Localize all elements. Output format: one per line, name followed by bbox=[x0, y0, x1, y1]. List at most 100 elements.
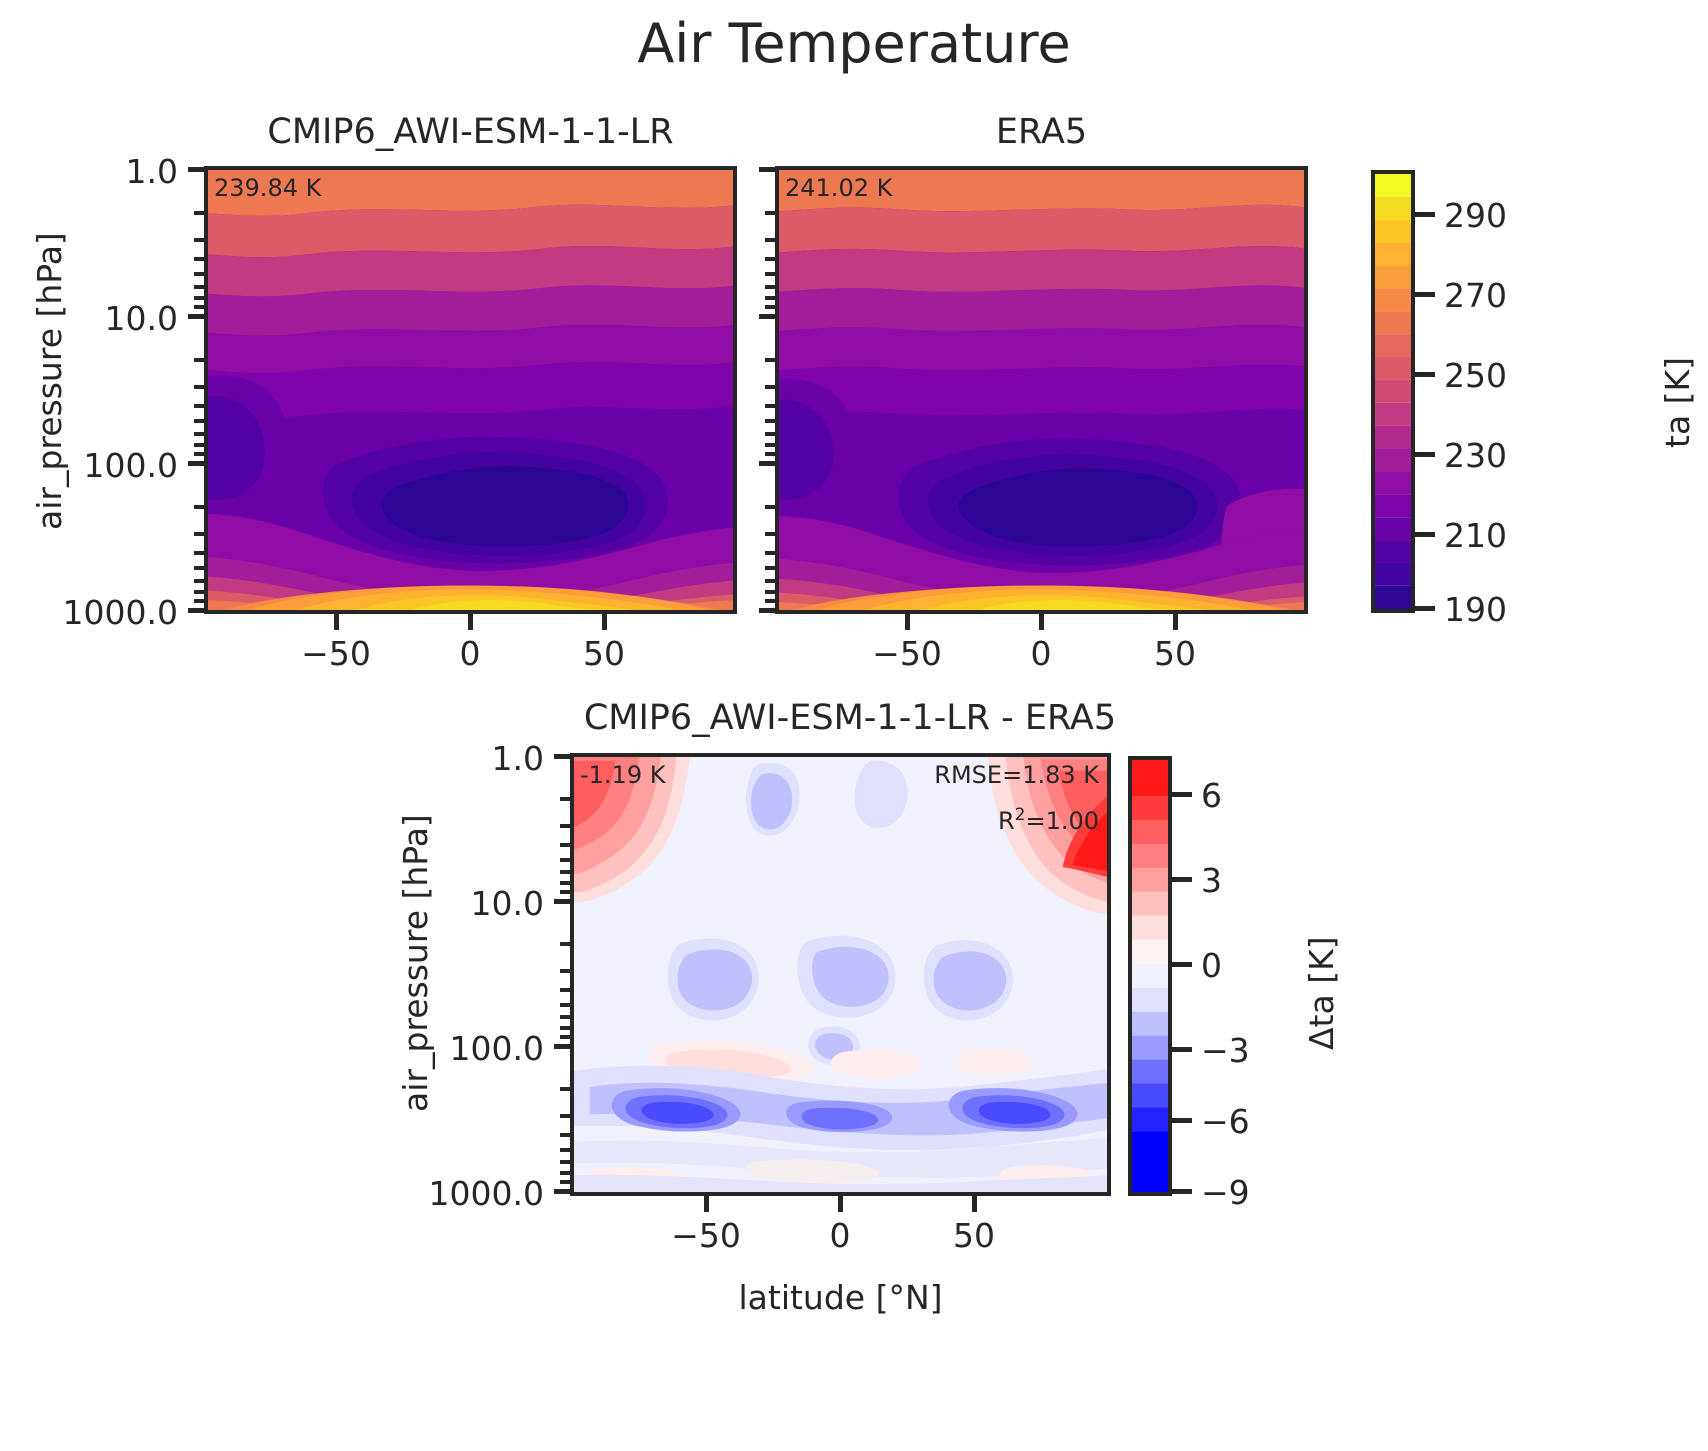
contour-field-reference bbox=[779, 170, 1304, 610]
cbar-main-label-3: 250 bbox=[1444, 356, 1507, 395]
ytick-minor-g2-c bbox=[194, 404, 206, 408]
ytick-b-minor-t bbox=[560, 1171, 572, 1175]
xtick-tl-3 bbox=[602, 614, 607, 630]
ytick-label-4: 1000.0 bbox=[62, 593, 178, 632]
contour-field-difference bbox=[574, 757, 1107, 1192]
colorbar-difference-axis-label: Δta [K] bbox=[1302, 936, 1341, 1050]
ytick-tr-minor-d bbox=[765, 272, 777, 276]
xtick-label-tr-2: 0 bbox=[1030, 634, 1052, 673]
ytick-minor-g1-f bbox=[194, 296, 206, 300]
ytick-minor-g2-a bbox=[194, 358, 206, 362]
ytick-b-minor-h bbox=[560, 942, 572, 946]
colorbar-difference[interactable] bbox=[1128, 756, 1172, 1196]
xtick-tl-2 bbox=[468, 614, 473, 630]
ytick-label-b-2: 10.0 bbox=[470, 884, 544, 923]
cbar-main-label-4: 230 bbox=[1444, 436, 1507, 475]
cbar-diff-label-3: 0 bbox=[1201, 946, 1222, 985]
yaxis-label-top: air_pressure [hPa] bbox=[30, 232, 69, 530]
plot-area-difference[interactable]: -1.19 K RMSE=1.83 K R2=1.00 bbox=[570, 753, 1111, 1196]
ytick-b-minor-p bbox=[560, 1114, 572, 1118]
ytick-minor-g1-d bbox=[194, 272, 206, 276]
plot-area-reference[interactable]: 241.02 K bbox=[775, 166, 1308, 614]
ytick-major-3 bbox=[188, 461, 206, 466]
ytick-b-minor-u bbox=[560, 1180, 572, 1184]
cbar-main-tick-2 bbox=[1415, 292, 1435, 297]
ytick-b-minor-q bbox=[560, 1133, 572, 1137]
ytick-b-major-1 bbox=[554, 754, 572, 759]
cbar-main-label-2: 270 bbox=[1444, 276, 1507, 315]
xtick-label-b-1: −50 bbox=[671, 1216, 741, 1255]
ytick-minor-g3-f bbox=[194, 590, 206, 594]
ytick-b-major-3 bbox=[554, 1044, 572, 1049]
ytick-b-major-2 bbox=[554, 899, 572, 904]
ytick-b-minor-d bbox=[560, 858, 572, 862]
ytick-minor-g3-a bbox=[194, 505, 206, 509]
ytick-tr-major-3 bbox=[759, 461, 777, 466]
ytick-minor-g3-e bbox=[194, 579, 206, 583]
ytick-tr-minor-m bbox=[765, 443, 777, 447]
ytick-b-minor-k bbox=[560, 1003, 572, 1007]
ytick-b-minor-s bbox=[560, 1160, 572, 1164]
ytick-b-minor-n bbox=[560, 1035, 572, 1039]
cbar-main-tick-5 bbox=[1415, 532, 1435, 537]
ytick-tr-minor-q bbox=[765, 551, 777, 555]
ytick-minor-g3-c bbox=[194, 551, 206, 555]
ytick-minor-g1-g bbox=[194, 305, 206, 309]
ytick-minor-g3-b bbox=[194, 532, 206, 536]
figure-suptitle: Air Temperature bbox=[637, 12, 1071, 75]
xtick-tr-1 bbox=[905, 614, 910, 630]
panel-title-difference: CMIP6_AWI-ESM-1-1-LR - ERA5 bbox=[583, 698, 1117, 738]
xtick-label-tr-1: −50 bbox=[872, 634, 942, 673]
ytick-tr-minor-n bbox=[765, 452, 777, 456]
cbar-main-label-1: 290 bbox=[1444, 196, 1507, 235]
colorbar-main-axis-label: ta [K] bbox=[1658, 356, 1697, 448]
cbar-main-tick-1 bbox=[1415, 212, 1435, 217]
cbar-diff-label-1: 6 bbox=[1201, 776, 1222, 815]
cbar-main-tick-6 bbox=[1415, 606, 1435, 611]
cbar-diff-tick-1 bbox=[1172, 792, 1192, 797]
panel-title-reference: ERA5 bbox=[995, 112, 1088, 152]
xtick-b-1 bbox=[704, 1196, 709, 1212]
ytick-minor-g2-d bbox=[194, 419, 206, 423]
xtick-b-2 bbox=[838, 1196, 843, 1212]
xtick-label-tr-3: 50 bbox=[1154, 634, 1196, 673]
ytick-major-2 bbox=[188, 314, 206, 319]
plot-area-model[interactable]: 239.84 K bbox=[204, 166, 737, 614]
ytick-tr-minor-a bbox=[765, 211, 777, 215]
ytick-tr-major-4 bbox=[759, 608, 777, 613]
cbar-diff-label-2: 3 bbox=[1201, 861, 1222, 900]
ytick-tr-minor-t bbox=[765, 590, 777, 594]
ytick-minor-g1-e bbox=[194, 285, 206, 289]
ytick-tr-minor-e bbox=[765, 285, 777, 289]
xtick-tl-1 bbox=[334, 614, 339, 630]
xtick-label-b-2: 0 bbox=[829, 1216, 851, 1255]
ytick-minor-g1-b bbox=[194, 238, 206, 242]
ytick-b-minor-c bbox=[560, 843, 572, 847]
colorbar-difference-gradient bbox=[1132, 760, 1168, 1192]
xtick-label-b-3: 50 bbox=[953, 1216, 995, 1255]
ytick-b-major-4 bbox=[554, 1189, 572, 1194]
xtick-tr-2 bbox=[1039, 614, 1044, 630]
xtick-tr-3 bbox=[1173, 614, 1178, 630]
ytick-label-3: 100.0 bbox=[83, 446, 178, 485]
ytick-b-minor-b bbox=[560, 824, 572, 828]
cbar-main-label-6: 190 bbox=[1444, 590, 1507, 629]
ytick-tr-minor-s bbox=[765, 579, 777, 583]
ytick-b-minor-m bbox=[560, 1026, 572, 1030]
xtick-b-3 bbox=[972, 1196, 977, 1212]
ytick-tr-minor-r bbox=[765, 566, 777, 570]
cbar-diff-tick-2 bbox=[1172, 877, 1192, 882]
ytick-minor-g2-f bbox=[194, 443, 206, 447]
cbar-main-label-5: 210 bbox=[1444, 516, 1507, 555]
cbar-diff-label-6: −9 bbox=[1201, 1173, 1250, 1212]
ytick-minor-g3-d bbox=[194, 566, 206, 570]
ytick-tr-minor-j bbox=[765, 404, 777, 408]
ytick-b-minor-i bbox=[560, 969, 572, 973]
xtick-label-tl-2: 0 bbox=[459, 634, 481, 673]
colorbar-main[interactable] bbox=[1371, 170, 1415, 613]
ytick-minor-g2-e bbox=[194, 432, 206, 436]
cbar-main-tick-4 bbox=[1415, 452, 1435, 457]
cbar-diff-label-5: −6 bbox=[1201, 1102, 1250, 1141]
ytick-tr-minor-p bbox=[765, 532, 777, 536]
ytick-tr-minor-c bbox=[765, 257, 777, 261]
